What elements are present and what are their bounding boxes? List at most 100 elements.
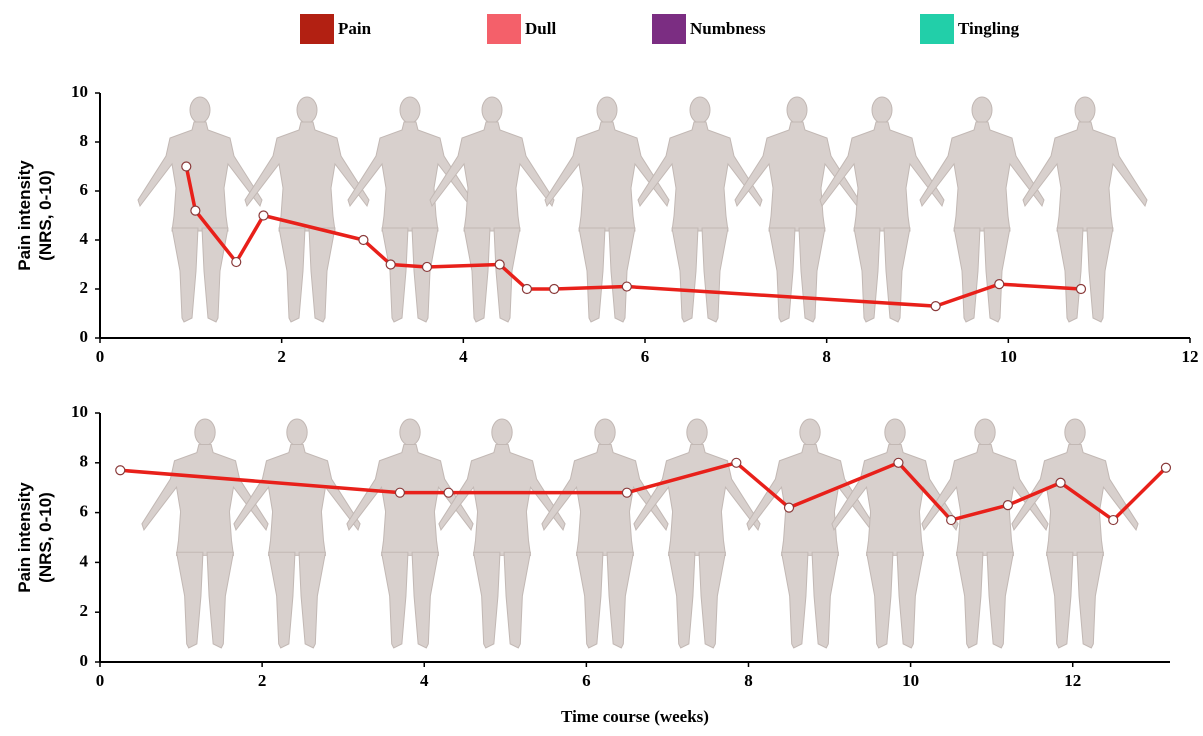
body-figure <box>244 96 370 323</box>
x-tick-label: 6 <box>641 347 650 366</box>
head <box>686 418 708 446</box>
data-point <box>231 256 242 268</box>
data-point <box>358 234 369 246</box>
y-axis-label: Pain intensity (NRS, 0-10) <box>15 160 55 271</box>
y-tick-label: 4 <box>80 229 89 248</box>
data-point <box>1002 500 1013 511</box>
x-tick-label: 12 <box>1182 347 1199 366</box>
torso <box>734 121 860 232</box>
x-tick-label: 8 <box>822 347 831 366</box>
legend-label: Pain <box>338 19 372 38</box>
head <box>491 418 513 446</box>
data-point <box>994 279 1005 290</box>
legend-label: Tingling <box>958 19 1020 38</box>
data-point <box>521 283 533 295</box>
data-point <box>893 457 904 468</box>
torso <box>233 443 361 556</box>
head <box>971 96 993 124</box>
head <box>296 96 318 124</box>
head <box>596 96 618 124</box>
data-line <box>184 166 1082 308</box>
data-point <box>258 210 269 221</box>
torso <box>438 443 566 556</box>
y-axis-label-line: Pain intensity <box>15 482 34 593</box>
data-point <box>1075 283 1087 295</box>
legs <box>667 551 727 649</box>
torso <box>921 443 1049 556</box>
data-point <box>930 301 941 312</box>
body-figure <box>347 96 473 323</box>
body-figure <box>637 96 763 323</box>
torso <box>919 121 1045 232</box>
torso <box>141 443 269 556</box>
torso <box>831 443 959 556</box>
legs <box>472 551 532 649</box>
x-tick-label: 2 <box>277 347 286 366</box>
body-figure <box>544 96 670 323</box>
data-point <box>549 283 560 295</box>
data-point <box>115 465 126 476</box>
y-tick-label: 8 <box>80 131 89 150</box>
x-tick-label: 0 <box>96 347 105 366</box>
y-tick-label: 6 <box>80 502 89 521</box>
data-point <box>1160 462 1172 473</box>
legs <box>1045 551 1105 649</box>
data-point <box>1055 477 1066 488</box>
legend-swatch <box>920 14 954 44</box>
legs <box>578 227 636 323</box>
torso <box>819 121 945 232</box>
data-point <box>621 281 632 292</box>
data-point <box>385 259 396 270</box>
x-tick-label: 4 <box>420 671 429 690</box>
data-point <box>731 457 742 468</box>
head <box>399 418 421 446</box>
body-figure <box>633 418 761 649</box>
y-tick-label: 2 <box>80 278 89 297</box>
torso <box>1011 443 1139 556</box>
data-point <box>181 161 192 172</box>
legs <box>278 227 336 323</box>
legs <box>463 227 521 323</box>
legend-label: Numbness <box>690 19 766 38</box>
head <box>1064 418 1086 446</box>
legs <box>953 227 1011 323</box>
y-axis-label-line: Pain intensity <box>15 160 34 271</box>
head <box>399 96 421 124</box>
x-tick-label: 2 <box>258 671 267 690</box>
legs <box>175 551 235 649</box>
y-tick-label: 2 <box>80 601 89 620</box>
data-point <box>494 259 505 270</box>
torso <box>429 121 555 232</box>
legs <box>1056 227 1114 323</box>
head <box>871 96 893 124</box>
body-figure <box>429 96 555 323</box>
body-figure <box>137 96 263 323</box>
legend-swatch <box>487 14 521 44</box>
head <box>884 418 906 446</box>
data-point <box>443 487 454 498</box>
legs <box>575 551 635 649</box>
legs <box>671 227 729 323</box>
legs <box>381 227 439 323</box>
torso <box>544 121 670 232</box>
head <box>194 418 216 446</box>
legend-swatch <box>300 14 334 44</box>
y-axis-label-line: (NRS, 0-10) <box>36 170 55 261</box>
x-tick-label: 10 <box>1000 347 1017 366</box>
torso <box>637 121 763 232</box>
x-tick-label: 6 <box>582 671 591 690</box>
data-line <box>120 461 1168 522</box>
y-tick-label: 8 <box>80 452 89 471</box>
y-tick-label: 10 <box>71 82 88 101</box>
y-tick-label: 0 <box>80 651 89 670</box>
head <box>481 96 503 124</box>
torso <box>346 443 474 556</box>
data-point <box>421 261 433 273</box>
body-figure <box>746 418 874 649</box>
x-tick-label: 12 <box>1064 671 1081 690</box>
body-figure <box>831 418 959 649</box>
x-tick-label: 4 <box>459 347 468 366</box>
body-figure <box>819 96 945 323</box>
